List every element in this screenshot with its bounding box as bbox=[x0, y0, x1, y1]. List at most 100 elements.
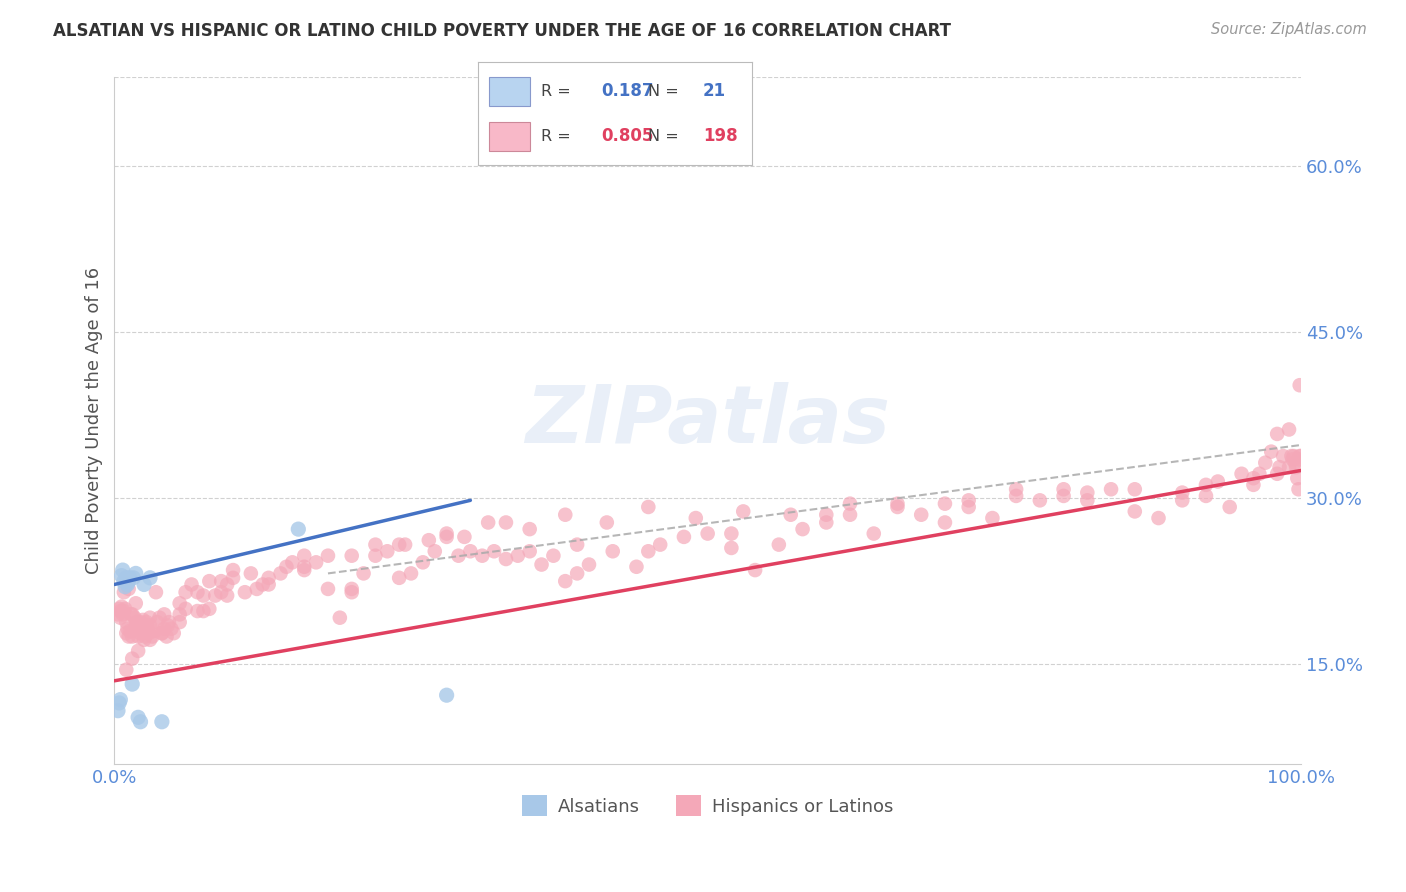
Point bbox=[1260, 444, 1282, 458]
Point bbox=[150, 626, 173, 640]
Point bbox=[111, 563, 134, 577]
Point bbox=[129, 615, 152, 629]
Point bbox=[779, 508, 801, 522]
Point bbox=[1241, 478, 1264, 492]
Point bbox=[169, 607, 191, 622]
Point bbox=[239, 566, 262, 581]
Point bbox=[1123, 504, 1146, 518]
Point bbox=[117, 577, 139, 591]
Point bbox=[364, 549, 387, 563]
Point bbox=[1171, 485, 1194, 500]
Point bbox=[153, 622, 176, 636]
Point bbox=[121, 677, 143, 691]
Point bbox=[1195, 478, 1218, 492]
Point bbox=[436, 526, 458, 541]
Point bbox=[934, 497, 956, 511]
Point bbox=[132, 618, 155, 632]
Point bbox=[1268, 460, 1291, 475]
Point bbox=[1241, 471, 1264, 485]
Point bbox=[981, 511, 1004, 525]
FancyBboxPatch shape bbox=[489, 122, 530, 151]
Point bbox=[156, 618, 179, 632]
Point bbox=[150, 626, 173, 640]
Point bbox=[127, 644, 149, 658]
Point bbox=[132, 613, 155, 627]
Point bbox=[110, 604, 132, 618]
Point bbox=[1195, 489, 1218, 503]
Point bbox=[257, 577, 280, 591]
Point bbox=[886, 500, 908, 514]
Text: N =: N = bbox=[648, 128, 683, 144]
Point bbox=[146, 615, 169, 629]
Point bbox=[733, 504, 755, 518]
Point bbox=[1284, 456, 1306, 470]
Point bbox=[886, 497, 908, 511]
Point bbox=[115, 626, 138, 640]
Point bbox=[1076, 485, 1098, 500]
Point bbox=[148, 610, 170, 624]
Point bbox=[364, 538, 387, 552]
Point bbox=[1265, 426, 1288, 441]
Point bbox=[554, 574, 576, 589]
Point bbox=[233, 585, 256, 599]
Point bbox=[132, 577, 155, 591]
Point bbox=[839, 497, 862, 511]
Point bbox=[1288, 378, 1310, 392]
Point bbox=[471, 549, 494, 563]
Point bbox=[1278, 422, 1301, 436]
Point bbox=[815, 508, 838, 522]
Point bbox=[637, 544, 659, 558]
Point bbox=[186, 604, 208, 618]
Point bbox=[1052, 483, 1074, 497]
Point bbox=[626, 559, 648, 574]
Point bbox=[768, 538, 790, 552]
Point bbox=[477, 516, 499, 530]
Point bbox=[131, 618, 153, 632]
Point bbox=[447, 549, 470, 563]
Point bbox=[957, 500, 980, 514]
Point bbox=[394, 538, 416, 552]
Point bbox=[198, 574, 221, 589]
Point bbox=[412, 555, 434, 569]
Point bbox=[554, 508, 576, 522]
Point bbox=[217, 577, 239, 591]
Point bbox=[696, 526, 718, 541]
Point bbox=[138, 626, 160, 640]
Point bbox=[117, 622, 139, 636]
Point bbox=[375, 544, 398, 558]
Point bbox=[340, 582, 363, 596]
Point bbox=[1171, 493, 1194, 508]
Point bbox=[292, 559, 315, 574]
Point bbox=[1219, 500, 1241, 514]
Point bbox=[270, 566, 292, 581]
Point bbox=[436, 688, 458, 702]
Point bbox=[453, 530, 475, 544]
Point bbox=[139, 618, 162, 632]
Point bbox=[110, 692, 132, 706]
Point bbox=[180, 577, 202, 591]
Point bbox=[637, 500, 659, 514]
Point bbox=[862, 526, 884, 541]
Point bbox=[222, 563, 245, 577]
Text: 0.187: 0.187 bbox=[602, 82, 654, 100]
Point bbox=[128, 622, 150, 636]
Point bbox=[139, 610, 162, 624]
Text: 0.805: 0.805 bbox=[602, 128, 654, 145]
Point bbox=[169, 596, 191, 610]
Point bbox=[1282, 449, 1305, 463]
Point bbox=[276, 559, 298, 574]
Point bbox=[217, 589, 239, 603]
Point bbox=[1005, 483, 1028, 497]
Point bbox=[672, 530, 695, 544]
Point bbox=[506, 549, 529, 563]
Point bbox=[1147, 511, 1170, 525]
Point bbox=[340, 549, 363, 563]
Point bbox=[1206, 475, 1229, 489]
Point bbox=[121, 607, 143, 622]
Point bbox=[340, 585, 363, 599]
Point bbox=[316, 582, 339, 596]
Point bbox=[1254, 456, 1277, 470]
Point bbox=[124, 610, 146, 624]
Point bbox=[1288, 449, 1310, 463]
Point bbox=[193, 604, 215, 618]
